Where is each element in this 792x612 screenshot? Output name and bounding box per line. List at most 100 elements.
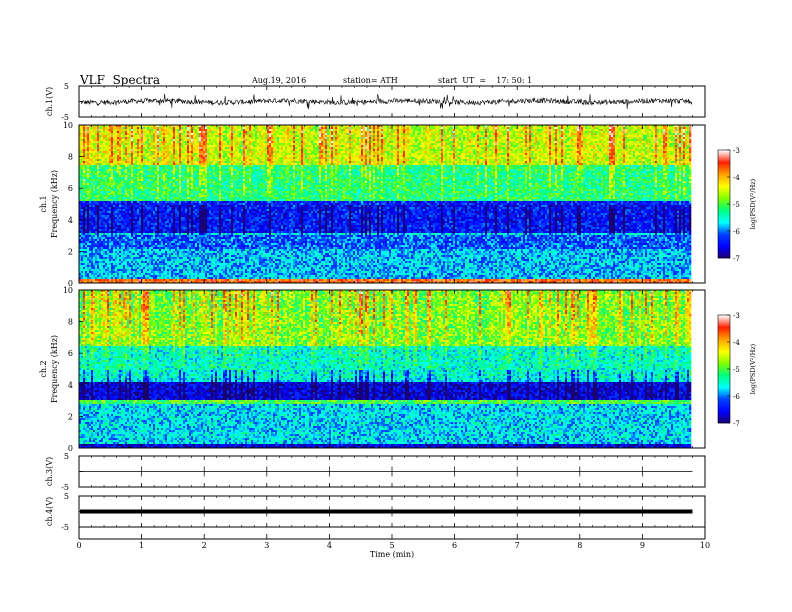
heatmap-cell xyxy=(225,127,227,129)
heatmap-cell xyxy=(301,129,303,131)
heatmap-cell xyxy=(189,129,191,131)
heatmap-cell xyxy=(509,127,511,129)
heatmap-cell xyxy=(535,127,537,129)
heatmap-cell xyxy=(315,129,317,131)
heatmap-cell xyxy=(441,129,443,131)
heatmap-cell xyxy=(121,129,123,131)
heatmap-cell xyxy=(625,127,627,129)
heatmap-cell xyxy=(519,127,521,129)
heatmap-cell xyxy=(525,127,527,129)
heatmap-cell xyxy=(527,127,529,129)
heatmap-cell xyxy=(403,127,405,129)
heatmap-cell xyxy=(333,127,335,129)
heatmap-cell xyxy=(125,129,127,131)
heatmap-cell xyxy=(279,127,281,129)
heatmap-cell xyxy=(105,129,107,131)
heatmap-cell xyxy=(359,127,361,129)
heatmap-cell xyxy=(537,127,539,129)
heatmap-cell xyxy=(645,127,647,129)
heatmap-cell xyxy=(377,127,379,129)
heatmap-cell xyxy=(685,127,687,129)
heatmap-cell xyxy=(597,127,599,129)
heatmap-cell xyxy=(415,127,417,129)
heatmap-cell xyxy=(87,127,89,129)
heatmap-cell xyxy=(499,127,501,129)
heatmap-cell xyxy=(557,127,559,129)
heatmap-cell xyxy=(143,129,145,131)
heatmap-cell xyxy=(159,129,161,131)
heatmap-cell xyxy=(299,129,301,131)
heatmap-cell xyxy=(607,127,609,129)
heatmap-cell xyxy=(459,127,461,129)
heatmap-cell xyxy=(117,127,119,129)
heatmap-cell xyxy=(123,127,125,129)
heatmap-cell xyxy=(217,127,219,129)
heatmap-cell xyxy=(521,127,523,129)
heatmap-cell xyxy=(495,127,497,129)
heatmap-cell xyxy=(395,127,397,129)
heatmap-cell xyxy=(325,127,327,129)
heatmap-cell xyxy=(359,129,361,131)
heatmap-cell xyxy=(179,129,181,131)
heatmap-cell xyxy=(217,129,219,131)
heatmap-cell xyxy=(433,129,435,131)
heatmap-cell xyxy=(491,127,493,129)
heatmap-cell xyxy=(165,127,167,129)
heatmap-cell xyxy=(145,129,147,131)
heatmap-cell xyxy=(283,129,285,131)
heatmap-cell xyxy=(261,129,263,131)
heatmap-cell xyxy=(439,129,441,131)
heatmap-cell xyxy=(291,129,293,131)
heatmap-cell xyxy=(589,127,591,129)
heatmap-cell xyxy=(171,129,173,131)
heatmap-cell xyxy=(205,129,207,131)
heatmap-cell xyxy=(101,129,103,131)
heatmap-cell xyxy=(161,127,163,129)
heatmap-cell xyxy=(473,127,475,129)
heatmap-cell xyxy=(157,129,159,131)
heatmap-cell xyxy=(541,127,543,129)
heatmap-cell xyxy=(603,127,605,129)
heatmap-cell xyxy=(143,127,145,129)
heatmap-cell xyxy=(125,127,127,129)
heatmap-cell xyxy=(411,129,413,131)
heatmap-cell xyxy=(103,127,105,129)
heatmap-cell xyxy=(591,127,593,129)
heatmap-cell xyxy=(213,129,215,131)
heatmap-cell xyxy=(183,129,185,131)
heatmap-cell xyxy=(551,127,553,129)
heatmap-cell xyxy=(331,129,333,131)
heatmap-cell xyxy=(387,127,389,129)
heatmap-cell xyxy=(219,127,221,129)
heatmap-cell xyxy=(237,127,239,129)
heatmap-cell xyxy=(511,127,513,129)
heatmap-cell xyxy=(375,127,377,129)
heatmap-cell xyxy=(393,127,395,129)
heatmap-cell xyxy=(81,127,83,129)
heatmap-cell xyxy=(677,127,679,129)
heatmap-cell xyxy=(293,127,295,129)
heatmap-cell xyxy=(363,129,365,131)
heatmap-cell xyxy=(211,129,213,131)
heatmap-cell xyxy=(159,127,161,129)
heatmap-cell xyxy=(111,129,113,131)
ch1-ylabel: ch.1(V) xyxy=(45,87,54,116)
heatmap-cell xyxy=(215,127,217,129)
heatmap-cell xyxy=(327,129,329,131)
heatmap-cell xyxy=(291,127,293,129)
heatmap-cell xyxy=(115,127,117,129)
heatmap-cell xyxy=(271,127,273,129)
heatmap-cell xyxy=(435,129,437,131)
heatmap-cell xyxy=(545,127,547,129)
heatmap-cell xyxy=(447,129,449,131)
heatmap-cell xyxy=(349,127,351,129)
heatmap-cell xyxy=(687,127,689,129)
heatmap-cell xyxy=(251,127,253,129)
heatmap-cell xyxy=(275,129,277,131)
heatmap-cell xyxy=(253,129,255,131)
heatmap-cell xyxy=(357,127,359,129)
heatmap-cell xyxy=(481,127,483,129)
heatmap-cell xyxy=(133,129,135,131)
heatmap-cell xyxy=(619,127,621,129)
heatmap-cell xyxy=(147,127,149,129)
